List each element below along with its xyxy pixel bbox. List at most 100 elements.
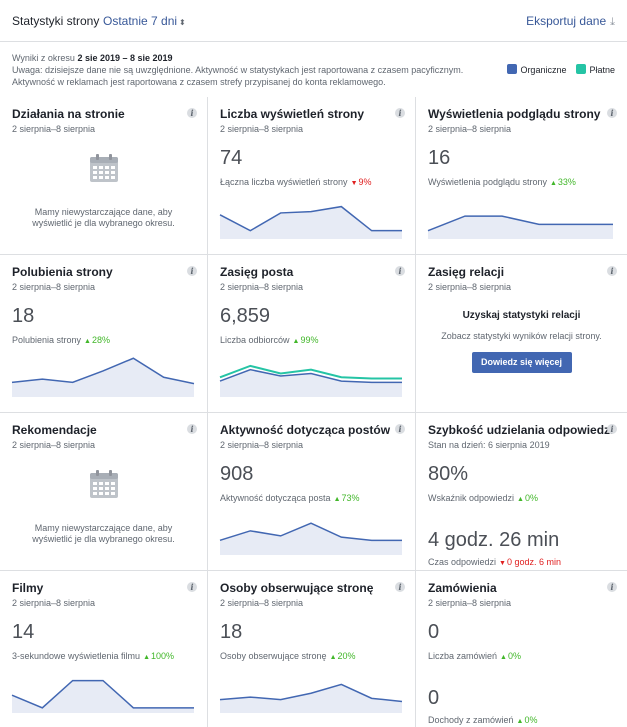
recommend-title: Rekomendacje — [12, 423, 97, 437]
views-organic-line — [219, 205, 402, 232]
response-delta-2: ▼0 godz. 6 min — [496, 557, 561, 567]
orders-value: 0 — [428, 621, 440, 643]
reach-date: 2 sierpnia–8 sierpnia — [220, 282, 304, 292]
engagement-area — [220, 523, 402, 555]
views-delta-value: 9% — [358, 177, 372, 187]
likes-delta: ▲28% — [81, 335, 110, 345]
orders-metric-label: Liczba zamówień — [428, 651, 498, 661]
response-value: 80% — [428, 463, 469, 485]
legend-paid-swatch — [576, 64, 587, 74]
previews-metric: Wyświetlenia podglądu strony ▲33% — [428, 177, 576, 187]
orders-delta-value: 0% — [507, 651, 521, 661]
reach-delta-value: 99% — [300, 335, 319, 345]
views-title: Liczba wyświetleń strony — [220, 107, 365, 121]
previews-value: 16 — [428, 147, 451, 169]
info-icon[interactable]: i — [395, 108, 405, 118]
info-icon[interactable]: i — [607, 108, 617, 118]
card-response[interactable]: Szybkość udzielania odpowiedzi Stan na dz… — [416, 413, 627, 571]
stories-heading: Uzyskaj statystyki relacji — [462, 310, 581, 321]
card-reach[interactable]: Zasięg posta 2 sierpnia–8 sierpnia i 6,859 L… — [208, 255, 416, 413]
likes-date: 2 sierpnia–8 sierpnia — [12, 282, 96, 292]
engagement-metric-label: Aktywność dotycząca posta — [220, 493, 331, 503]
response-metric: Wskaźnik odpowiedzi ▲0% — [428, 493, 538, 503]
info-icon[interactable]: i — [187, 108, 197, 118]
triangle-down-icon: ▼ — [350, 180, 358, 187]
engagement-value: 908 — [220, 463, 254, 485]
response-metric-2: Czas odpowiedzi ▼0 godz. 6 min — [428, 557, 561, 567]
export-data-link[interactable]: Eksportuj dane ⤓ — [526, 14, 615, 29]
info-icon[interactable]: i — [607, 582, 617, 592]
card-engagement[interactable]: Aktywność dotycząca postów 2 sierpnia–8 s… — [208, 413, 416, 571]
actions-nodata-line: wyświetlić je dla wybranego okresu. — [32, 218, 175, 228]
info-icon[interactable]: i — [187, 266, 197, 276]
previews-area — [428, 216, 613, 239]
card-views[interactable]: Liczba wyświetleń strony 2 sierpnia–8 sie… — [208, 97, 416, 255]
previews-sparkline — [427, 215, 613, 239]
videos-area — [12, 680, 194, 713]
triangle-up-icon: ▲ — [143, 654, 150, 661]
engagement-organic-line — [219, 522, 402, 542]
triangle-up-icon: ▲ — [84, 338, 91, 345]
response-delta-value: 0% — [524, 493, 538, 503]
orders-delta-2: ▲0% — [514, 715, 538, 725]
followers-metric: Osoby obserwujące stronę ▲20% — [220, 651, 356, 661]
card-recommend[interactable]: Rekomendacje 2 sierpnia–8 sierpnia i Mamy n… — [0, 413, 208, 571]
card-followers[interactable]: Osoby obserwujące stronę 2 sierpnia–8 sie… — [208, 571, 416, 727]
previews-metric-label: Wyświetlenia podglądu strony — [428, 177, 547, 187]
likes-title: Polubienia strony — [12, 265, 113, 279]
videos-date: 2 sierpnia–8 sierpnia — [12, 598, 96, 608]
reach-area — [220, 369, 402, 397]
stories-date: 2 sierpnia–8 sierpnia — [428, 282, 512, 292]
download-icon: ⤓ — [610, 16, 615, 28]
legend-organic-swatch — [507, 64, 518, 74]
notice-range: 2 sie 2019 – 8 sie 2019 — [77, 53, 173, 63]
previews-date: 2 sierpnia–8 sierpnia — [428, 124, 512, 134]
reach-metric: Liczba odbiorców ▲99% — [220, 335, 319, 345]
reach-sparkline — [219, 364, 402, 397]
data-notice: Wyniki z okresu 2 sie 2019 – 8 sie 2019 … — [12, 52, 492, 88]
previews-delta: ▲33% — [547, 177, 576, 187]
legend: Organiczne Płatne — [507, 64, 615, 75]
card-orders[interactable]: Zamówienia 2 sierpnia–8 sierpnia i 0 Liczba … — [416, 571, 627, 727]
card-stories[interactable]: Zasięg relacji 2 sierpnia–8 sierpnia i Uzys… — [416, 255, 627, 413]
notice-line-2: Uwaga: dzisiejsze dane nie są uwzględnio… — [12, 65, 464, 75]
response-delta: ▲0% — [514, 493, 538, 503]
info-icon[interactable]: i — [607, 424, 617, 434]
orders-value-2: 0 — [428, 687, 440, 709]
notice-prefix: Wyniki z okresu — [12, 53, 78, 63]
engagement-metric: Aktywność dotycząca posta ▲73% — [220, 493, 360, 503]
legend-organic: Organiczne — [507, 64, 566, 75]
card-previews[interactable]: Wyświetlenia podglądu strony 2 sierpnia–8… — [416, 97, 627, 255]
card-videos[interactable]: Filmy 2 sierpnia–8 sierpnia i 14 3-sekundowe… — [0, 571, 208, 727]
card-likes[interactable]: Polubienia strony 2 sierpnia–8 sierpnia i 1… — [0, 255, 208, 413]
info-icon[interactable]: i — [187, 582, 197, 592]
card-actions[interactable]: Działania na stronie 2 sierpnia–8 sierpni… — [0, 97, 208, 255]
date-range-selector[interactable]: Ostatnie 7 dni ⬍ — [103, 14, 186, 28]
videos-organic-line — [11, 679, 194, 709]
previews-organic-line — [427, 215, 613, 232]
followers-title: Osoby obserwujące stronę — [220, 581, 374, 595]
orders-date: 2 sierpnia–8 sierpnia — [428, 598, 512, 608]
response-date: Stan na dzień: 6 sierpnia 2019 — [428, 440, 550, 450]
recommend-date: 2 sierpnia–8 sierpnia — [12, 440, 96, 450]
videos-metric: 3-sekundowe wyświetlenia filmu ▲100% — [12, 651, 174, 661]
info-icon[interactable]: i — [187, 424, 197, 434]
likes-delta-value: 28% — [91, 335, 110, 345]
engagement-title: Aktywność dotycząca postów — [220, 423, 391, 437]
views-metric: Łączna liczba wyświetleń strony ▼9% — [220, 177, 372, 187]
followers-organic-line — [219, 683, 403, 703]
views-metric-label: Łączna liczba wyświetleń strony — [220, 177, 348, 187]
orders-metric: Liczba zamówień ▲0% — [428, 651, 521, 661]
videos-delta-value: 100% — [151, 651, 175, 661]
info-icon[interactable]: i — [395, 582, 405, 592]
engagement-delta: ▲73% — [331, 493, 360, 503]
engagement-date: 2 sierpnia–8 sierpnia — [220, 440, 304, 450]
info-icon[interactable]: i — [607, 266, 617, 276]
learn-more-button[interactable]: Dowiedz się więcej — [471, 352, 572, 373]
info-icon[interactable]: i — [395, 266, 405, 276]
legend-paid-label: Płatne — [589, 65, 615, 75]
triangle-up-icon: ▲ — [516, 718, 524, 725]
orders-metric-2-label: Dochody z zamówień — [428, 715, 514, 725]
info-icon[interactable]: i — [395, 424, 405, 434]
triangle-up-icon: ▲ — [333, 496, 341, 503]
